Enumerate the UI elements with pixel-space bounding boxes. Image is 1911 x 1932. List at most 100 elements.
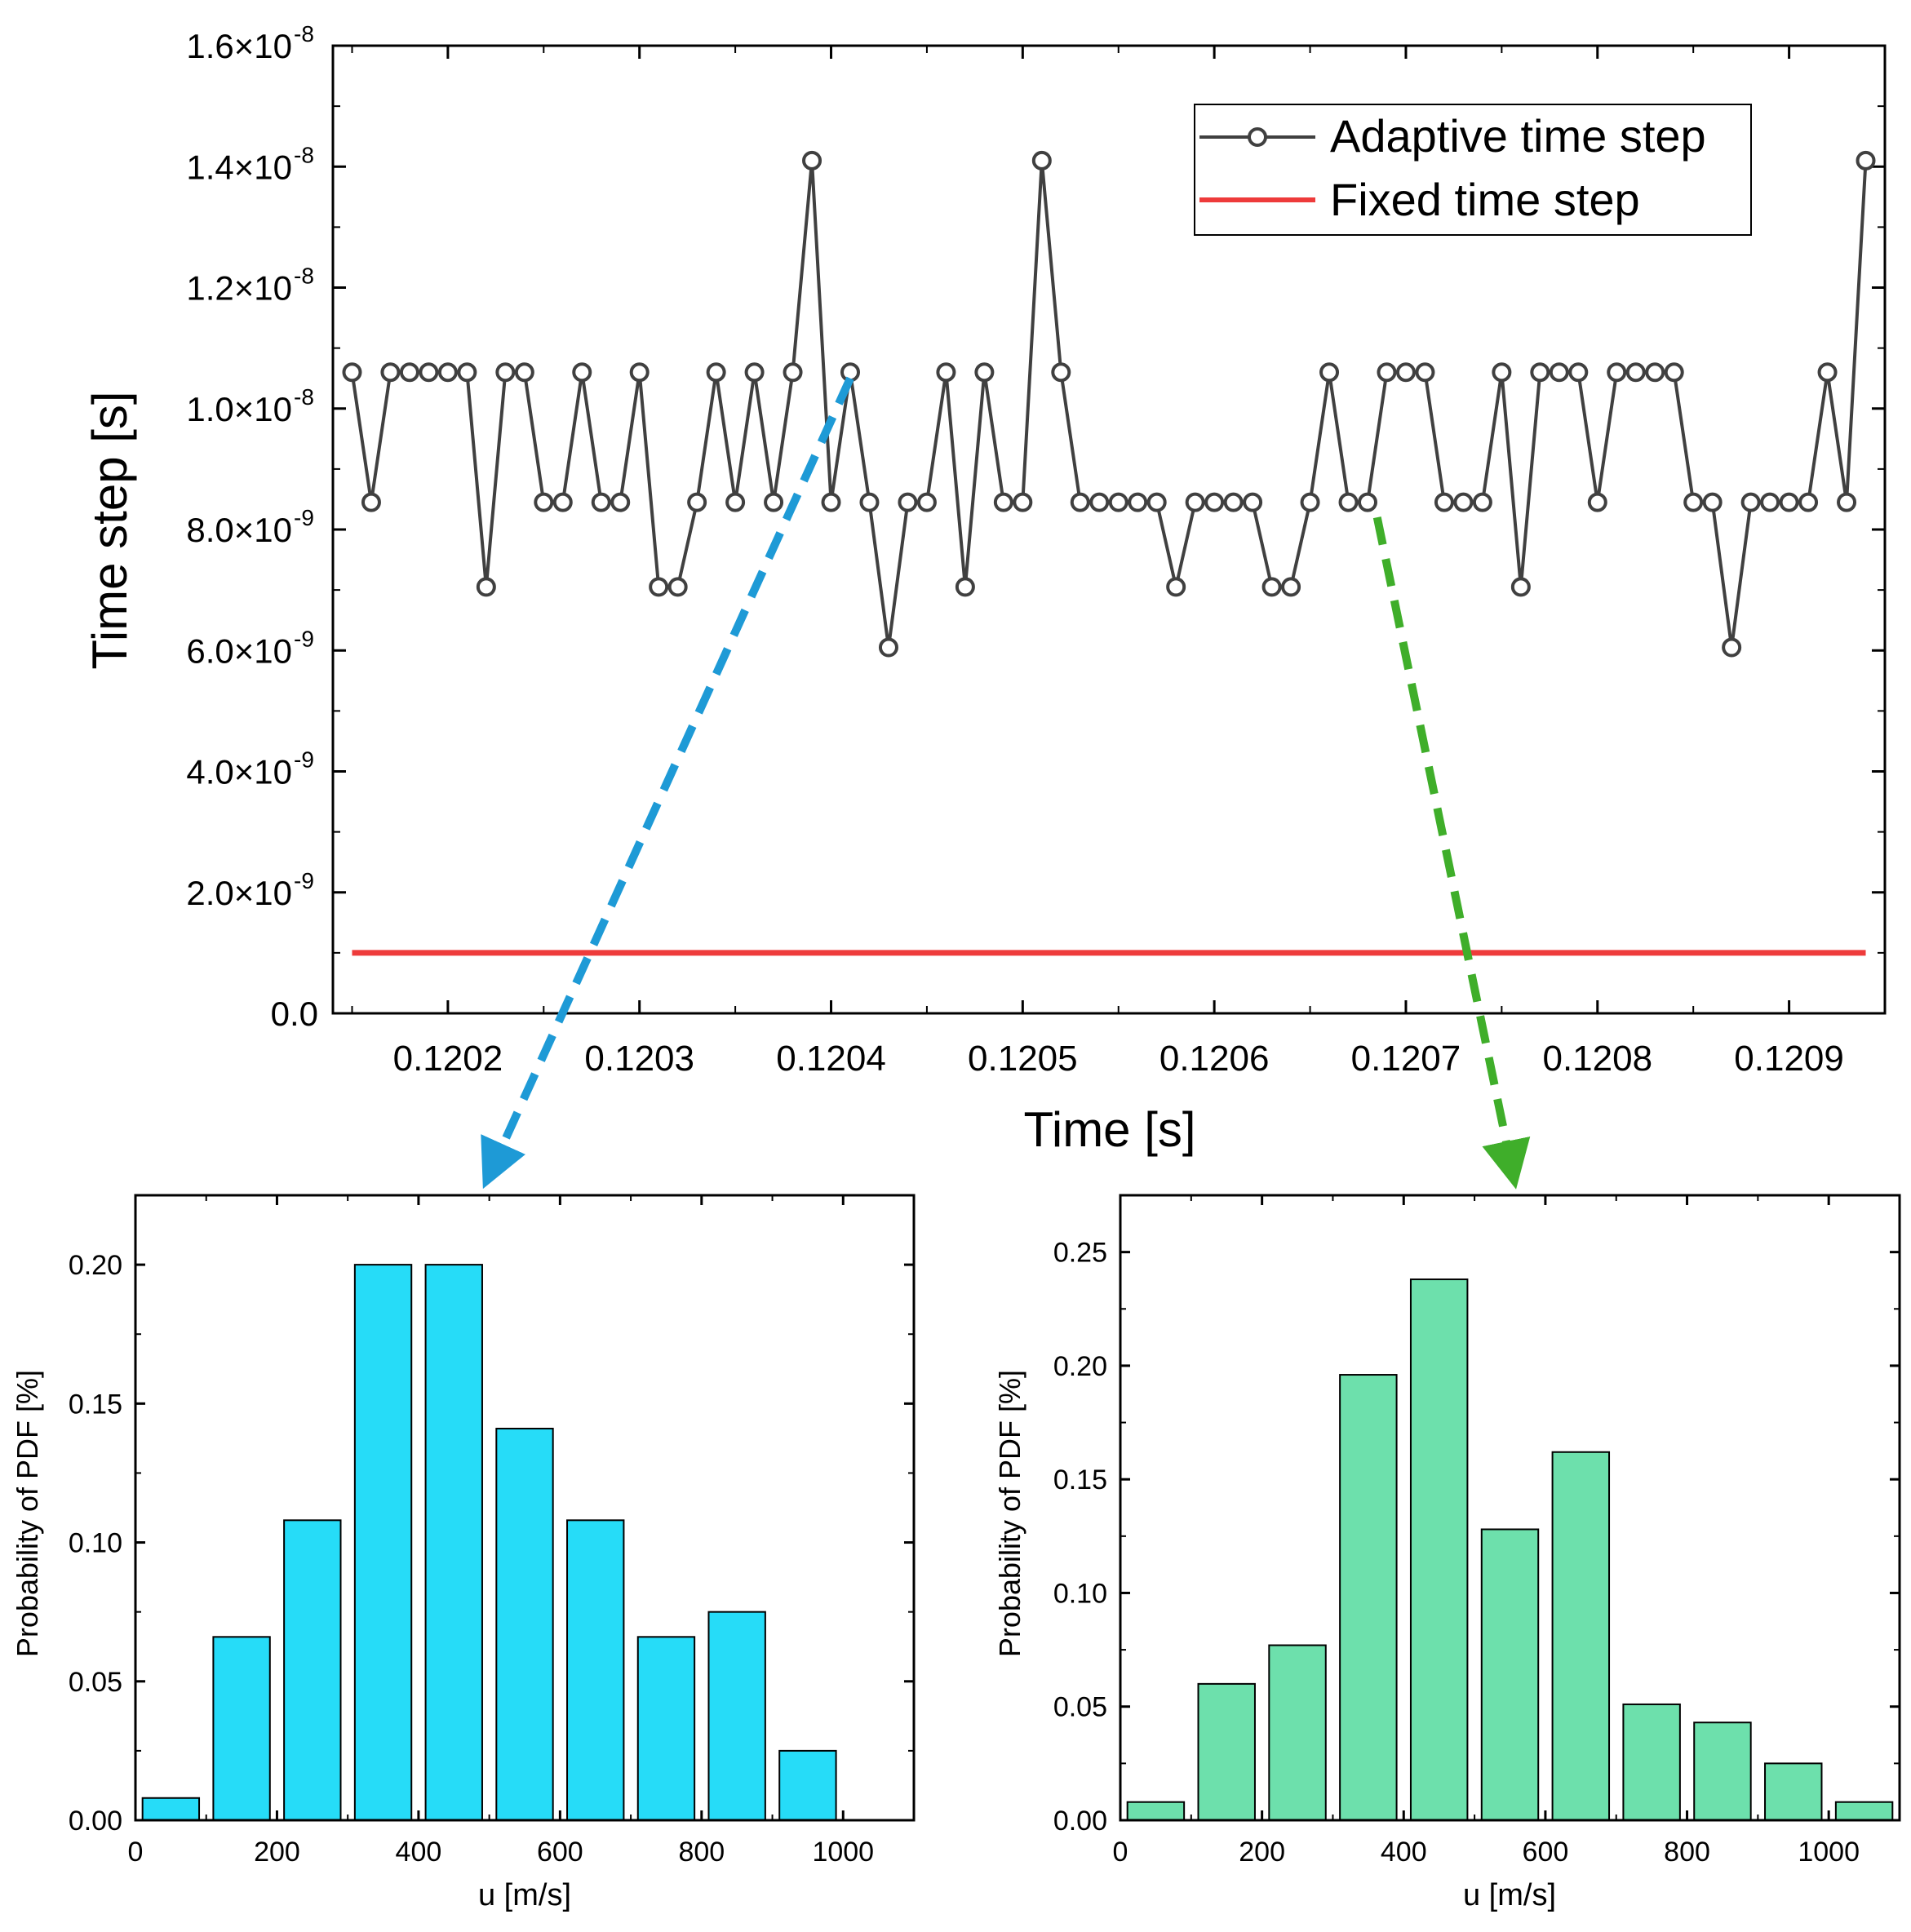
adaptive-time-step-point [1549, 362, 1569, 383]
adaptive-time-step-point [437, 362, 458, 383]
left-histogram: 0 200 400 600 800 1000 0.00 0.05 0.10 0.15 0.20 u … [11, 1194, 916, 1912]
adaptive-time-step-point [1128, 492, 1148, 512]
adaptive-time-step-point [380, 362, 401, 383]
adaptive-time-step-point [878, 637, 898, 658]
adaptive-time-step-point [1051, 362, 1071, 383]
right-histogram-bars [1126, 1278, 1894, 1822]
left-histogram-x-tick-label: 200 [254, 1837, 300, 1868]
adaptive-time-step-point [1568, 362, 1589, 383]
adaptive-time-step-point [667, 577, 688, 597]
adaptive-time-step-point [687, 492, 707, 512]
adaptive-time-step-point [1338, 492, 1359, 512]
adaptive-time-step-point [342, 362, 362, 383]
right-histogram-bar [1409, 1278, 1469, 1821]
adaptive-time-step-point [706, 362, 726, 383]
y-tick-exponent: -9 [294, 505, 314, 530]
adaptive-time-step-point [1607, 362, 1627, 383]
right-histogram-x-tick-label: 0 [1113, 1837, 1128, 1868]
legend-fixed-label: Fixed time step [1330, 174, 1640, 225]
left-histogram-y-tick-label: 0.05 [69, 1667, 122, 1698]
adaptive-time-step-point [1166, 577, 1186, 597]
adaptive-time-step-point [1453, 492, 1474, 512]
right-histogram-bar [1764, 1762, 1823, 1821]
adaptive-time-step-point [993, 492, 1013, 512]
adaptive-time-step-point [457, 362, 477, 383]
adaptive-time-step-point [1779, 492, 1799, 512]
x-tick-label: 0.1202 [393, 1039, 503, 1079]
left-histogram-y-tick-label: 0.00 [69, 1806, 122, 1837]
adaptive-time-step-point [1146, 492, 1167, 512]
blue-dashed-arrow [481, 376, 854, 1190]
top-x-axis-title: Time [s] [1023, 1102, 1195, 1157]
right-histogram-tick-labels: 0 200 400 600 800 1000 0.00 0.05 0.10 0.15 0.20 0.2… [1053, 1238, 1860, 1868]
legend-adaptive-label: Adaptive time step [1330, 110, 1706, 162]
right-histogram: 0 200 400 600 800 1000 0.00 0.05 0.10 0.15 0.20 0.2… [993, 1194, 1901, 1912]
adaptive-time-step-point [802, 150, 822, 171]
adaptive-time-step-point [1415, 362, 1435, 383]
zoom-arrows [481, 376, 1531, 1190]
y-tick-label: 2.0×10 [186, 874, 292, 912]
adaptive-time-step-point [1358, 492, 1377, 512]
adaptive-time-step-point [1510, 577, 1531, 597]
y-tick-exponent: -8 [294, 264, 314, 289]
adaptive-time-step-point [974, 362, 995, 383]
adaptive-time-step-point [572, 362, 592, 383]
left-histogram-x-tick-label: 400 [396, 1837, 442, 1868]
left-histogram-bar [566, 1519, 625, 1821]
left-histogram-x-tick-label: 1000 [812, 1837, 874, 1868]
adaptive-time-step-point [514, 362, 534, 383]
left-histogram-bar [778, 1749, 837, 1822]
y-tick-label: 1.6×10 [186, 27, 292, 65]
adaptive-time-step-point [1492, 362, 1512, 383]
adaptive-time-step-point [1185, 492, 1205, 512]
left-histogram-bar [495, 1427, 554, 1822]
adaptive-time-step-point [783, 362, 803, 383]
adaptive-time-step-point [898, 492, 918, 512]
top-x-tick-labels: 0.1202 0.1203 0.1204 0.1205 0.1206 0.1207 0.12… [393, 1039, 1844, 1079]
adaptive-time-step-point [1837, 492, 1857, 512]
left-x-axis-title: u [m/s] [478, 1878, 571, 1912]
left-histogram-bar [212, 1636, 271, 1821]
left-histogram-bar [636, 1636, 696, 1821]
top-y-axis-title: Time step [s] [82, 391, 137, 669]
right-histogram-x-tick-label: 200 [1239, 1837, 1285, 1868]
adaptive-time-step-point [610, 492, 631, 512]
adaptive-time-step-point [534, 492, 554, 512]
top-y-tick-labels: 0.02.0×10 -94.0×10 -96.0×10 -98.0×10 -91.0×1… [186, 21, 318, 1033]
adaptive-time-step-point [1013, 492, 1033, 512]
right-histogram-x-tick-label: 400 [1381, 1837, 1427, 1868]
adaptive-time-step-point [1377, 362, 1397, 383]
right-histogram-x-tick-label: 600 [1523, 1837, 1569, 1868]
x-tick-label: 0.1208 [1542, 1039, 1652, 1079]
top-plot-frame [331, 44, 1887, 1015]
adaptive-time-step-point [495, 362, 516, 383]
adaptive-time-step-point [552, 492, 573, 512]
adaptive-time-step-point [1530, 362, 1550, 383]
y-tick-exponent: -9 [294, 747, 314, 773]
x-tick-label: 0.1207 [1351, 1039, 1461, 1079]
adaptive-time-step-point [859, 492, 880, 512]
right-histogram-x-tick-label: 800 [1664, 1837, 1710, 1868]
adaptive-time-step-point [1472, 492, 1492, 512]
adaptive-time-step-point [936, 362, 956, 383]
adaptive-time-step-point [1108, 492, 1128, 512]
adaptive-time-step-point [1740, 492, 1761, 512]
left-histogram-bars [141, 1264, 837, 1822]
left-y-axis-title: Probability of PDF [%] [11, 1370, 44, 1657]
right-histogram-bar [1126, 1801, 1186, 1821]
left-histogram-tick-labels: 0 200 400 600 800 1000 0.00 0.05 0.10 0.15 0.20 [69, 1250, 874, 1868]
adaptive-time-step-point [1664, 362, 1684, 383]
right-histogram-bar [1268, 1644, 1327, 1822]
adaptive-time-step-point [649, 577, 669, 597]
adaptive-time-step-point [1223, 492, 1244, 512]
right-histogram-y-tick-label: 0.15 [1053, 1465, 1107, 1496]
right-histogram-bar [1197, 1682, 1256, 1822]
y-tick-label: 1.4×10 [186, 148, 292, 186]
right-x-axis-title: u [m/s] [1463, 1878, 1556, 1912]
adaptive-time-step-point [1683, 492, 1704, 512]
adaptive-time-step-point [725, 492, 746, 512]
legend-box [1194, 104, 1752, 236]
x-tick-label: 0.1204 [776, 1039, 886, 1079]
y-tick-label: 0.0 [271, 995, 318, 1033]
adaptive-time-step-point [955, 577, 975, 597]
